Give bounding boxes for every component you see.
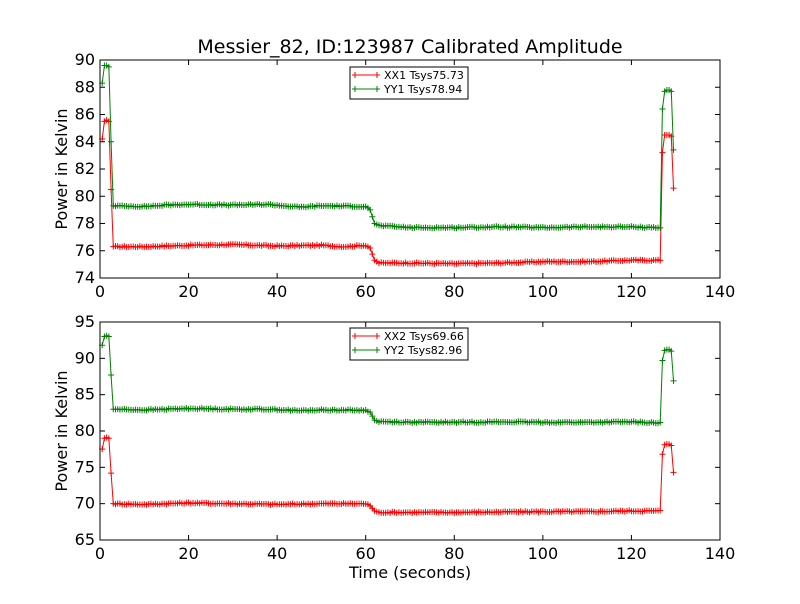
subplots: 0 20 40 60 80 100 120 140747678808284868890Powe… — [52, 50, 735, 563]
x-tick-label: 40 — [267, 544, 287, 563]
y-tick-label: 80 — [75, 421, 95, 440]
x-tick-label: 140 — [705, 544, 736, 563]
legend-marker — [352, 347, 358, 353]
legend-box — [349, 66, 469, 100]
series-line — [101, 437, 674, 514]
y-axis-label: Power in Kelvin — [52, 108, 71, 229]
y-tick-label: 90 — [75, 50, 95, 69]
legend-label: YY1 Tsys78.94 — [383, 83, 462, 96]
data-point — [108, 372, 115, 379]
legend-entry: XX1 Tsys75.73 — [352, 69, 464, 82]
data-point — [668, 348, 675, 355]
series-2-2 — [99, 332, 677, 427]
data-point — [367, 409, 374, 416]
series-line — [101, 119, 674, 265]
x-tick-label: 40 — [267, 282, 287, 301]
y-tick-label: 90 — [75, 348, 95, 367]
y-tick-label: 78 — [75, 214, 95, 233]
y-tick-label: 80 — [75, 186, 95, 205]
y-tick-label: 65 — [75, 530, 95, 549]
x-tick-label: 60 — [356, 544, 376, 563]
y-tick-label: 95 — [75, 312, 95, 331]
data-point — [105, 63, 112, 70]
y-tick-label: 70 — [75, 494, 95, 513]
y-tick-label: 76 — [75, 241, 95, 260]
series-1-2 — [99, 62, 677, 232]
legend-entry: YY2 Tsys82.96 — [352, 344, 462, 357]
x-tick-label: 100 — [528, 544, 559, 563]
x-tick-label: 140 — [705, 282, 736, 301]
data-point — [659, 106, 666, 113]
y-tick-label: 85 — [75, 385, 95, 404]
data-point — [657, 224, 664, 231]
legend-label: XX2 Tsys69.66 — [384, 330, 464, 343]
x-tick-label: 120 — [616, 544, 647, 563]
data-point — [668, 442, 675, 449]
subplot-2: 0 20 40 60 80 100 120 140 65 70 75 80 85 90 95 Power in… — [52, 312, 735, 563]
y-tick-label: 84 — [75, 132, 95, 151]
x-tick-label: 20 — [178, 282, 198, 301]
data-point — [105, 333, 112, 340]
data-point — [657, 507, 664, 514]
data-point — [105, 435, 112, 442]
data-point — [659, 357, 666, 364]
legend-marker — [352, 86, 358, 92]
data-point — [367, 245, 374, 252]
legend-marker — [352, 72, 358, 78]
y-tick-label: 88 — [75, 77, 95, 96]
data-point — [670, 185, 677, 192]
x-tick-label: 80 — [444, 544, 464, 563]
y-tick-label: 86 — [75, 105, 95, 124]
legend-marker — [374, 347, 380, 353]
subplot-1: 0 20 40 60 80 100 120 140 74 76 78 80 82 84 86 88 90 Powe… — [52, 50, 735, 301]
data-point — [108, 470, 115, 477]
legend-box — [349, 327, 469, 361]
data-point — [367, 206, 374, 213]
legend-marker — [374, 72, 380, 78]
x-tick-label: 0 — [95, 544, 105, 563]
data-point — [659, 149, 666, 156]
x-tick-label: 80 — [444, 282, 464, 301]
y-tick-label: 82 — [75, 159, 95, 178]
data-point — [369, 213, 376, 220]
legend-marker — [374, 333, 380, 339]
legend-marker — [374, 86, 380, 92]
x-tick-label: 0 — [95, 282, 105, 301]
y-tick-label: 75 — [75, 457, 95, 476]
data-point — [369, 251, 376, 258]
x-tick-label: 120 — [616, 282, 647, 301]
data-point — [668, 88, 675, 95]
data-point — [670, 377, 677, 384]
data-point — [369, 413, 376, 420]
series-1-1 — [99, 116, 677, 267]
y-axis-label: Power in Kelvin — [52, 370, 71, 491]
legend-label: XX1 Tsys75.73 — [384, 69, 464, 82]
data-point — [657, 257, 664, 264]
x-tick-label: 20 — [178, 544, 198, 563]
legend-marker — [352, 333, 358, 339]
legend-label: YY2 Tsys82.96 — [383, 344, 462, 357]
data-point — [659, 451, 666, 458]
x-tick-label: 100 — [528, 282, 559, 301]
series-2-1 — [99, 434, 677, 517]
legend-entry: YY1 Tsys78.94 — [352, 83, 462, 96]
data-point — [670, 469, 677, 476]
y-tick-label: 74 — [75, 268, 95, 287]
data-point — [670, 146, 677, 153]
legend-entry: XX2 Tsys69.66 — [352, 330, 464, 343]
data-point — [108, 138, 115, 145]
chart-title: Messier_82, ID:123987 Calibrated Amplitu… — [197, 36, 622, 58]
x-tick-label: 60 — [356, 282, 376, 301]
x-axis-label: Time (seconds) — [348, 563, 471, 582]
data-point — [657, 419, 664, 426]
